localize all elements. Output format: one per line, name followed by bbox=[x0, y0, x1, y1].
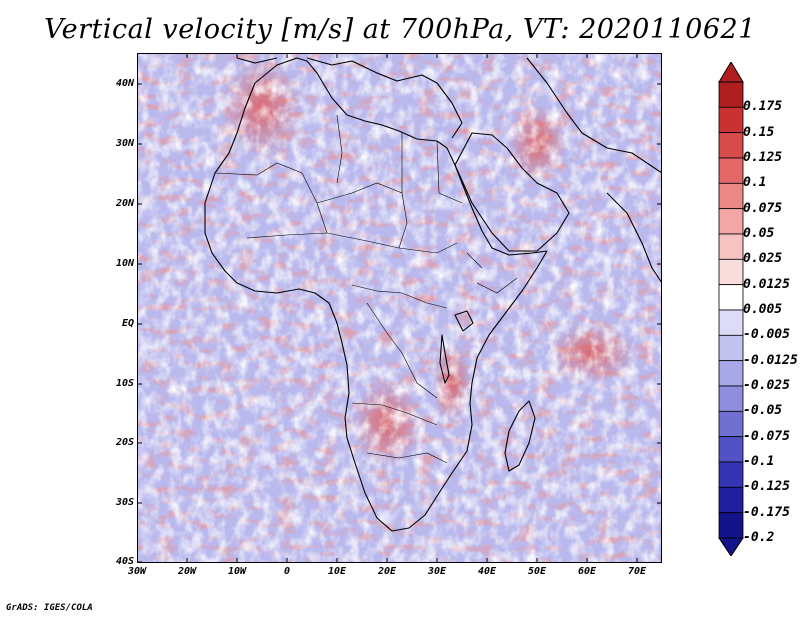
lake-victoria-outline bbox=[454, 310, 474, 332]
lat-label-10n: 10N bbox=[115, 258, 134, 269]
lat-label-30n: 30N bbox=[115, 138, 134, 149]
colorbar-label: -0.075 bbox=[743, 428, 790, 444]
colorbar-top-arrow bbox=[718, 62, 744, 83]
lon-label-10w: 10W bbox=[227, 566, 247, 577]
lat-label-10s: 10S bbox=[115, 378, 134, 389]
colorbar-box bbox=[718, 106, 744, 134]
colorbar-label: -0.2 bbox=[743, 530, 775, 545]
africa-outline bbox=[204, 57, 548, 532]
colorbar-box bbox=[718, 157, 744, 184]
colorbar-label: 0.1 bbox=[743, 175, 767, 191]
lat-label-40n: 40N bbox=[115, 78, 134, 89]
colorbar-box bbox=[718, 81, 744, 108]
lat-label-eq: EQ bbox=[121, 318, 134, 329]
lon-label-20e: 20E bbox=[377, 566, 397, 577]
colorbar-label: -0.125 bbox=[743, 479, 790, 495]
country-borders bbox=[214, 114, 518, 464]
border-libya-egypt bbox=[336, 114, 463, 204]
lon-label-50e: 50E bbox=[527, 566, 547, 577]
colorbar-box bbox=[718, 385, 744, 412]
colorbar-box bbox=[718, 512, 744, 539]
colorbar-label: 0.075 bbox=[743, 200, 783, 216]
colorbar bbox=[718, 62, 744, 556]
colorbar-box bbox=[718, 258, 744, 286]
lon-label-0: 0 bbox=[283, 566, 291, 577]
lon-label-70e: 70E bbox=[627, 566, 647, 577]
arabia-outline bbox=[454, 132, 570, 252]
lat-label-40s: 40S bbox=[115, 556, 134, 567]
colorbar-label: -0.1 bbox=[743, 454, 775, 469]
border-sahara-central bbox=[316, 182, 408, 249]
lon-label-30e: 30E bbox=[427, 566, 447, 577]
colorbar-label: -0.005 bbox=[743, 327, 790, 343]
lon-label-40e: 40E bbox=[477, 566, 497, 577]
colorbar-label: -0.0125 bbox=[743, 352, 798, 368]
colorbar-label: 0.05 bbox=[743, 226, 775, 241]
colorbar-box bbox=[718, 208, 744, 235]
grads-credit: GrADS: IGES/COLA bbox=[6, 603, 93, 613]
lon-label-60e: 60E bbox=[577, 566, 597, 577]
lat-label-20n: 20N bbox=[115, 198, 134, 209]
lon-label-10e: 10E bbox=[327, 566, 347, 577]
colorbar-label: -0.05 bbox=[743, 403, 783, 419]
colorbar-label: 0.15 bbox=[743, 124, 775, 140]
map-panel bbox=[137, 53, 662, 563]
colorbar-label: 0.175 bbox=[743, 99, 783, 115]
lon-label-20w: 20W bbox=[177, 566, 197, 577]
asia-outline bbox=[526, 57, 662, 174]
colorbar-box bbox=[718, 132, 744, 159]
colorbar-box bbox=[718, 410, 744, 438]
map-frame bbox=[137, 53, 662, 563]
colorbar-label: -0.175 bbox=[743, 504, 790, 520]
lat-label-20s: 20S bbox=[115, 437, 134, 448]
lake-tanganyika-outline bbox=[439, 334, 450, 384]
colorbar-box bbox=[718, 233, 744, 260]
colorbar-box bbox=[718, 334, 744, 362]
colorbar-label: -0.025 bbox=[743, 378, 790, 393]
coastlines bbox=[204, 57, 662, 532]
colorbar-box bbox=[718, 284, 744, 311]
europe-outline bbox=[236, 57, 463, 139]
colorbar-label: 0.125 bbox=[743, 150, 783, 165]
colorbar-box bbox=[718, 461, 744, 488]
lon-label-30w: 30W bbox=[127, 566, 147, 577]
colorbar-box bbox=[718, 360, 744, 387]
border-southern-africa bbox=[351, 402, 448, 464]
colorbar-label: 0.005 bbox=[743, 302, 783, 317]
colorbar-box bbox=[718, 309, 744, 336]
colorbar-box bbox=[718, 486, 744, 514]
india-outline bbox=[606, 192, 662, 284]
colorbar-label: 0.0125 bbox=[743, 276, 790, 292]
madagascar-outline bbox=[504, 400, 536, 472]
field-texture-white bbox=[137, 53, 662, 563]
border-horn-africa bbox=[466, 252, 518, 294]
lat-label-30s: 30S bbox=[115, 497, 134, 508]
colorbar-box bbox=[718, 436, 744, 463]
vertical-velocity-field-map bbox=[137, 53, 662, 563]
border-congo-basin bbox=[366, 302, 438, 399]
border-sahel bbox=[246, 232, 458, 254]
colorbar-box bbox=[718, 182, 744, 210]
border-central-africa bbox=[351, 284, 448, 309]
tick-marks bbox=[137, 53, 662, 563]
map-title: Vertical velocity [m/s] at 700hPa, VT: 2… bbox=[44, 14, 756, 45]
colorbar-label: 0.025 bbox=[743, 251, 783, 267]
border-sahara-west bbox=[214, 162, 328, 234]
colorbar-bottom-arrow bbox=[718, 537, 744, 556]
